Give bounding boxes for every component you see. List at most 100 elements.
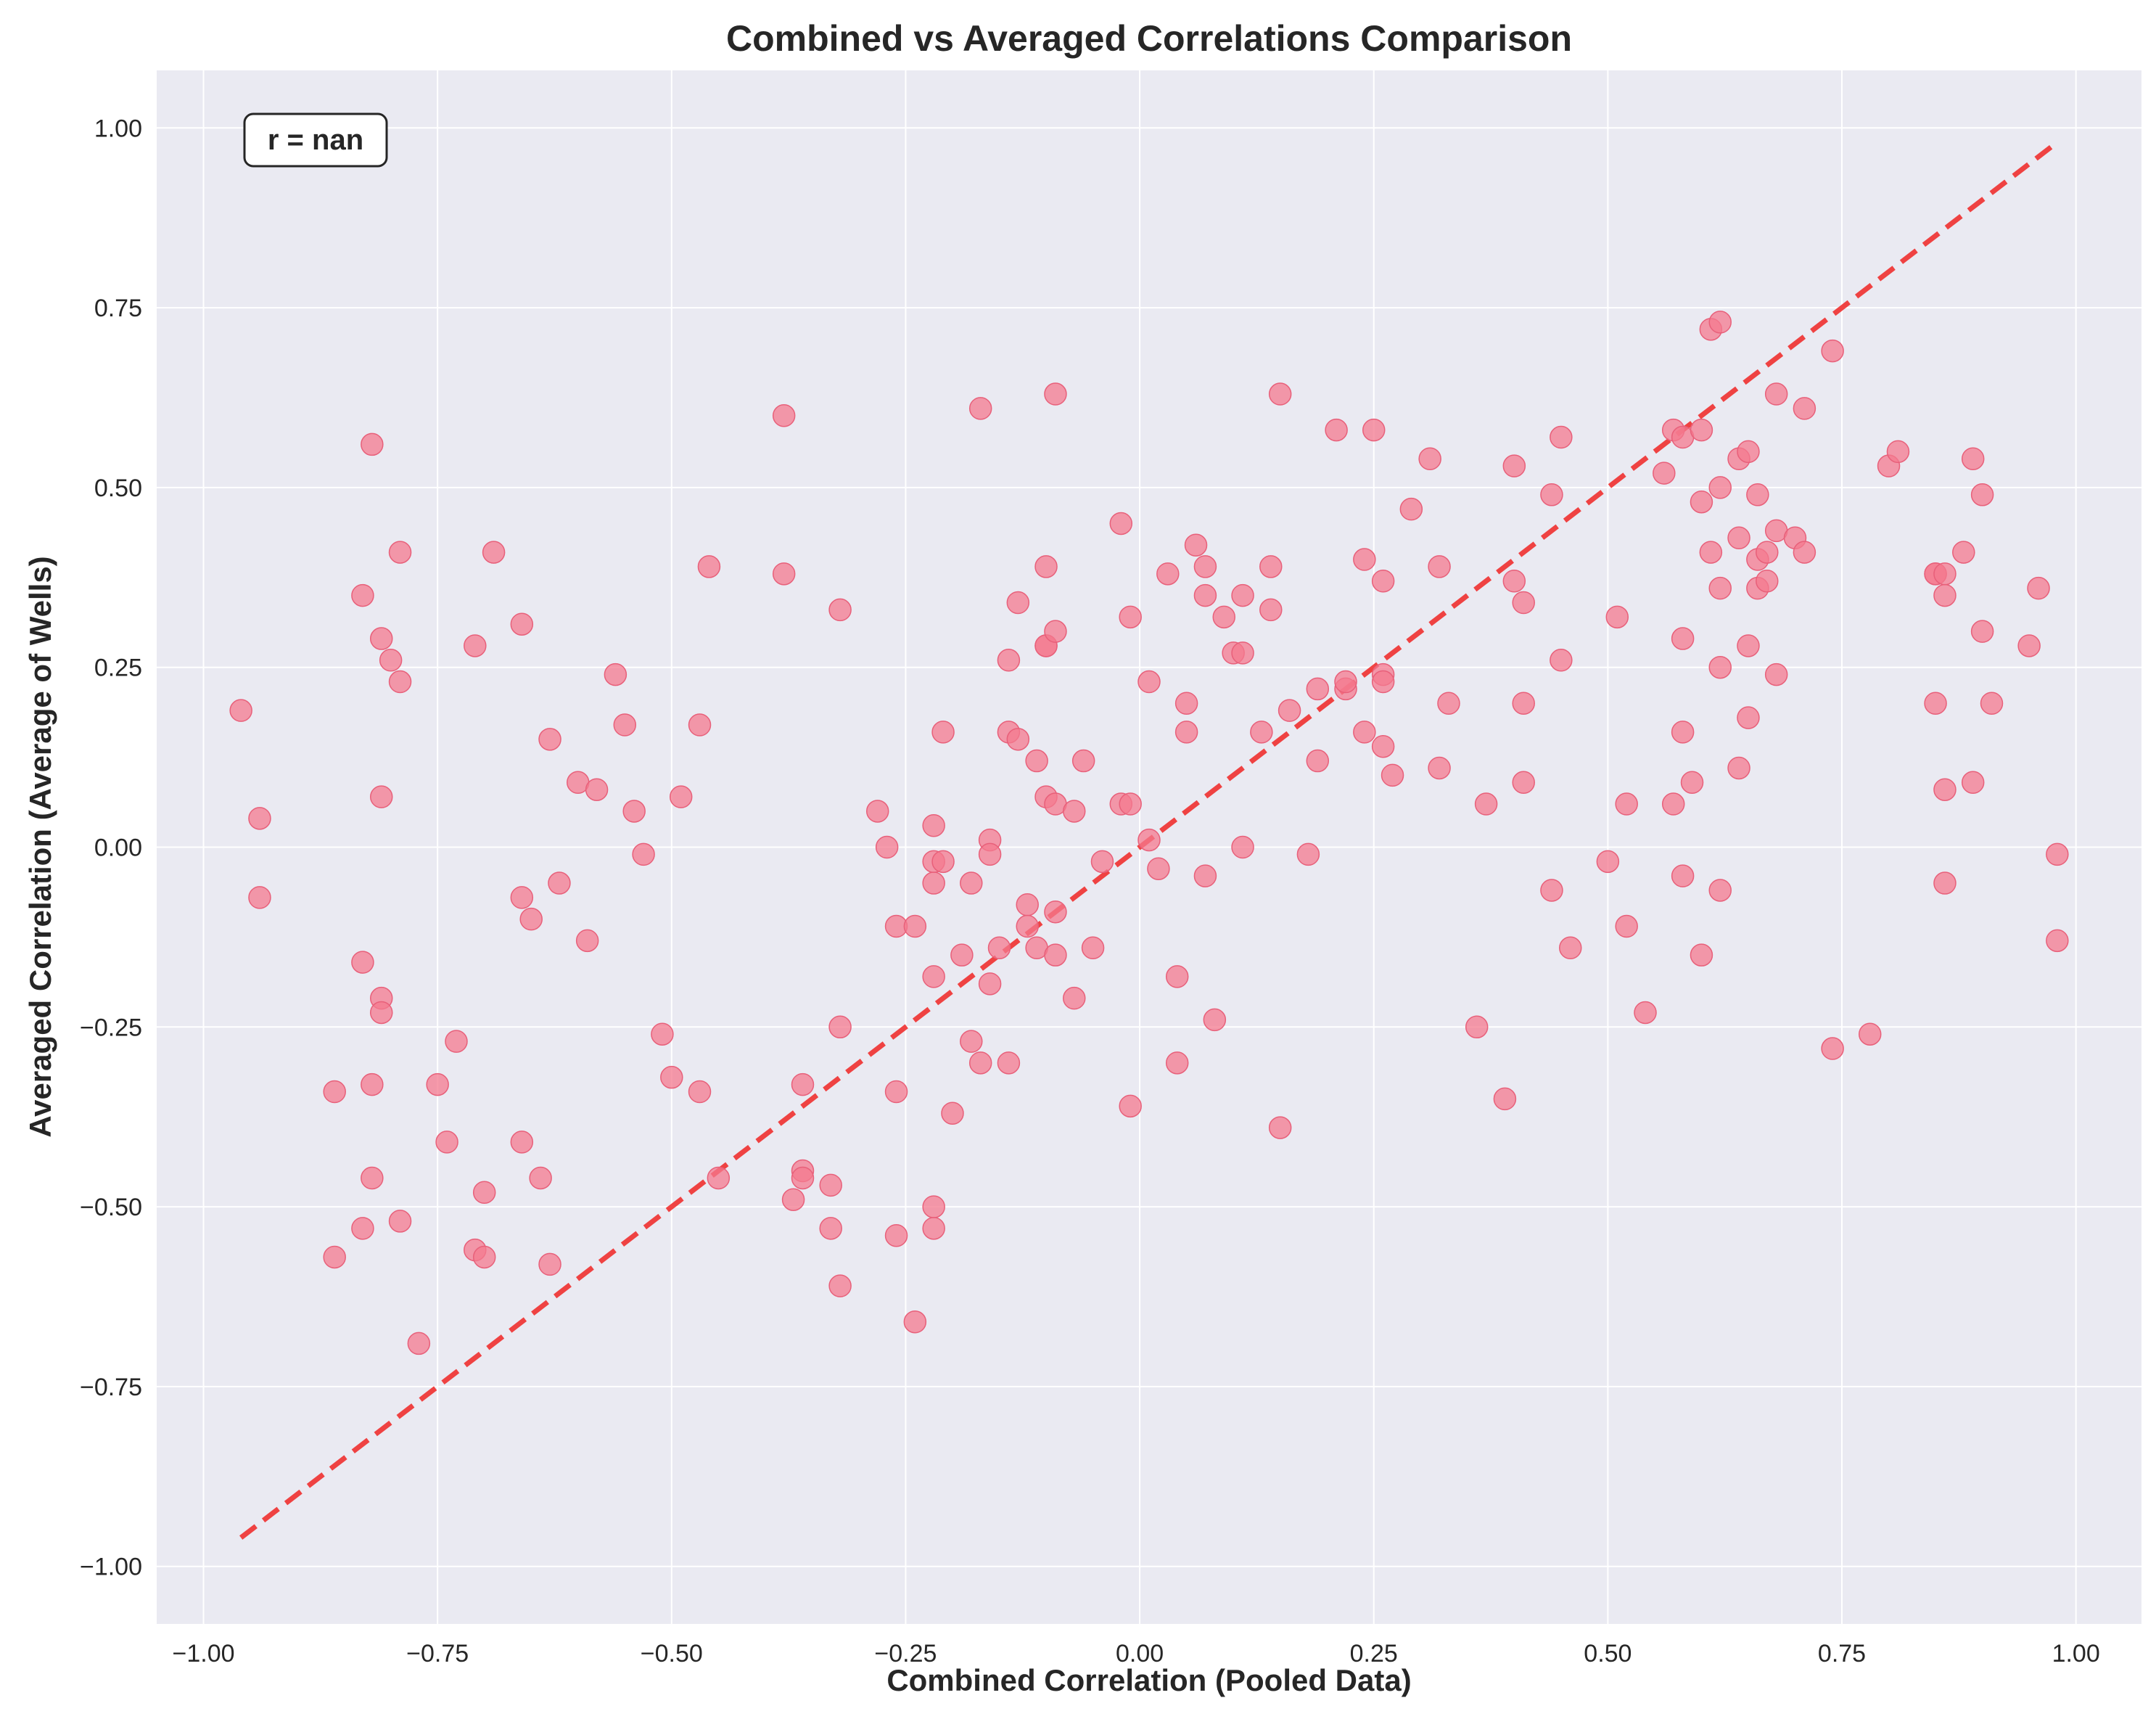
data-point [1090,850,1114,874]
data-point [2027,576,2050,600]
data-point [1690,490,1713,514]
data-point [1119,792,1142,816]
data-point [323,1245,346,1269]
data-point [613,713,637,737]
data-point [1970,620,1994,643]
data-point [1165,965,1189,988]
data-point [632,842,655,866]
data-point [1952,541,1975,564]
data-point [1250,721,1273,744]
data-point [1540,879,1563,902]
data-point [426,1072,449,1096]
data-point [1671,627,1695,650]
data-point [388,1210,412,1233]
data-point [1540,483,1563,506]
data-point [548,871,571,895]
x-tick-label: 1.00 [2052,1640,2100,1667]
data-point [361,1166,384,1190]
data-point [388,541,412,564]
data-point [941,1101,964,1125]
data-point [819,1173,842,1197]
data-point [1933,583,1957,607]
data-point [529,1166,552,1190]
data-point [361,1072,384,1096]
data-point [248,807,271,830]
data-point [1550,649,1573,672]
data-point [968,1051,992,1075]
data-point [1708,311,1732,334]
data-point [1512,771,1535,795]
data-point [1006,728,1030,751]
data-point [1699,541,1723,564]
data-point [1680,771,1704,795]
data-point [510,612,534,636]
data-point [1371,670,1395,694]
data-point [2046,842,2069,866]
data-point [1071,749,1095,773]
data-point [931,850,955,874]
data-point [1025,749,1048,773]
grid-lines [157,70,2141,1624]
data-point [1193,583,1217,607]
annotation-box [243,112,388,168]
data-point [472,1181,496,1205]
data-point [1793,397,1816,420]
data-point [1924,692,1947,715]
data-point [1961,771,1985,795]
data-point [1764,382,1788,406]
data-point [884,1080,908,1104]
data-point [519,907,543,931]
correlation-annotation: r = nan [243,112,388,168]
data-point [1081,936,1105,960]
data-point [922,871,945,895]
data-point [1821,339,1844,363]
data-point [884,1224,908,1247]
data-point [1006,591,1030,615]
data-point [1756,570,1779,593]
data-point [1268,382,1292,406]
data-point [1044,943,1067,967]
data-point [1708,476,1732,499]
data-point [445,1030,468,1053]
data-point [510,886,534,909]
data-point [1634,1001,1657,1025]
data-point [1493,1087,1517,1111]
data-point [1259,555,1283,578]
data-point [575,929,599,953]
data-point [379,649,403,672]
data-point [1821,1037,1844,1060]
data-point [1653,461,1676,485]
data-point [1044,620,1067,643]
data-point [1933,871,1957,895]
data-point [1381,763,1404,787]
data-point [1512,591,1535,615]
data-point [669,785,693,808]
data-point [1550,425,1573,449]
data-point [1737,634,1760,657]
data-point [1690,418,1713,442]
data-point [1886,440,1910,464]
y-tick-label: 0.25 [94,655,142,682]
data-point [828,598,852,622]
data-point [1334,670,1357,694]
data-point [950,943,974,967]
data-point [1793,541,1816,564]
data-point [1203,1008,1227,1032]
x-tick-label: 0.50 [1584,1640,1632,1667]
data-point [1296,842,1320,866]
data-point [1858,1022,1882,1046]
x-tick-label: −1.00 [173,1640,235,1667]
data-point [1605,605,1629,629]
data-point [791,1072,815,1096]
data-point [369,1001,393,1025]
data-point [1353,721,1376,744]
data-point [819,1217,842,1240]
data-point [464,634,487,657]
y-tick-label: 0.75 [94,295,142,322]
data-point [585,778,609,801]
data-point [1671,721,1695,744]
data-point [1156,562,1180,586]
data-point [1596,850,1620,874]
data-point [922,814,945,837]
